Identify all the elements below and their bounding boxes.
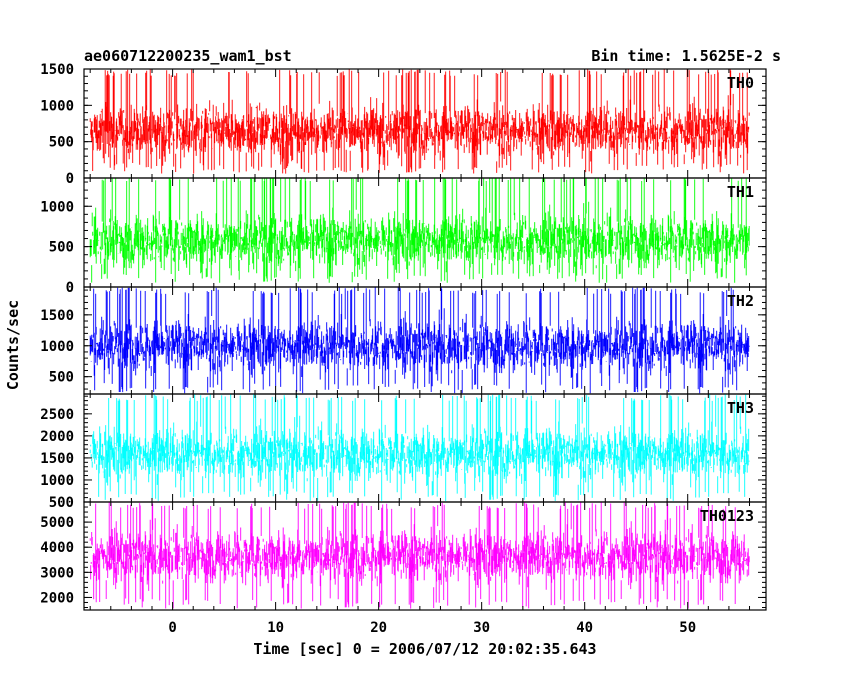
y-tick-label: 0 bbox=[66, 280, 74, 296]
y-tick-label: 500 bbox=[49, 240, 74, 256]
x-tick-label: 30 bbox=[473, 620, 490, 636]
x-axis-label: Time [sec] 0 = 2006/07/12 20:02:35.643 bbox=[253, 640, 596, 658]
series-trace-th0123 bbox=[89, 502, 750, 609]
y-tick-label: 5000 bbox=[40, 515, 74, 531]
y-tick-label: 1500 bbox=[40, 451, 74, 467]
series-trace-th0 bbox=[89, 69, 750, 174]
chart-subtitle: Bin time: 1.5625E-2 s bbox=[591, 47, 781, 65]
y-tick-label: 500 bbox=[49, 135, 74, 151]
chart-title: ae060712200235_wam1_bst bbox=[84, 47, 292, 65]
y-tick-label: 2500 bbox=[40, 407, 74, 423]
y-tick-label: 500 bbox=[49, 495, 74, 511]
x-tick-label: 40 bbox=[576, 620, 593, 636]
y-tick-label: 2000 bbox=[40, 429, 74, 445]
y-tick-label: 1500 bbox=[40, 62, 74, 78]
y-tick-label: 3000 bbox=[40, 565, 74, 581]
series-label-th2: TH2 bbox=[727, 292, 754, 310]
x-tick-label: 20 bbox=[370, 620, 387, 636]
y-tick-label: 1000 bbox=[40, 339, 74, 355]
series-label-th3: TH3 bbox=[727, 399, 754, 417]
y-tick-label: 4000 bbox=[40, 540, 74, 556]
y-tick-label: 2000 bbox=[40, 590, 74, 606]
x-tick-label: 50 bbox=[679, 620, 696, 636]
y-tick-label: 500 bbox=[49, 370, 74, 386]
series-label-th1: TH1 bbox=[727, 183, 754, 201]
panel-frame bbox=[83, 393, 767, 503]
panel-frame bbox=[83, 501, 767, 611]
y-axis-label: Counts/sec bbox=[4, 300, 22, 390]
y-tick-label: 1000 bbox=[40, 473, 74, 489]
series-trace-th3 bbox=[89, 394, 750, 501]
series-trace-th1 bbox=[89, 178, 750, 283]
series-trace-th2 bbox=[89, 287, 750, 394]
y-tick-label: 1000 bbox=[40, 98, 74, 114]
y-tick-label: 1500 bbox=[40, 308, 74, 324]
y-tick-label: 1000 bbox=[40, 199, 74, 215]
series-label-th0: TH0 bbox=[727, 74, 754, 92]
series-label-th0123: TH0123 bbox=[700, 507, 754, 525]
x-tick-label: 10 bbox=[267, 620, 284, 636]
y-tick-label: 0 bbox=[66, 171, 74, 187]
x-tick-label: 0 bbox=[168, 620, 176, 636]
